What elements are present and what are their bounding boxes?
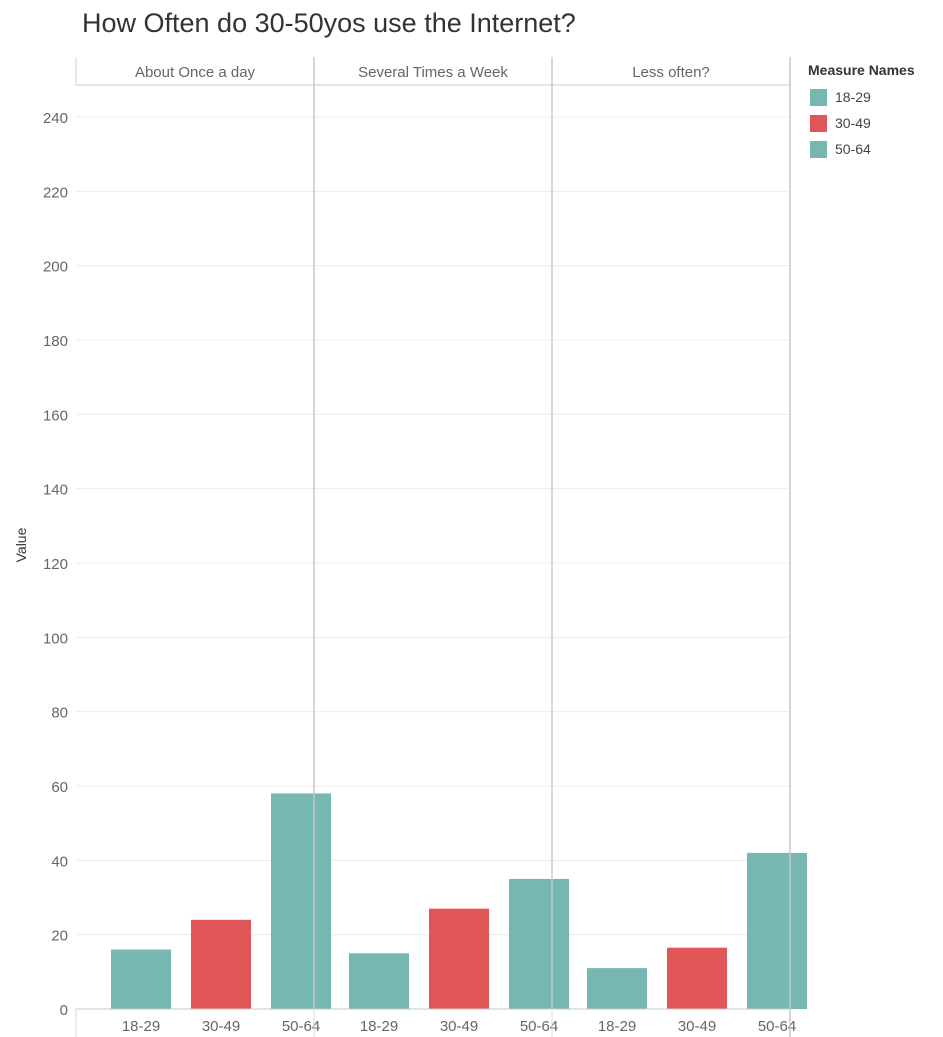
y-tick-label: 220 xyxy=(43,184,68,201)
x-tick-label: 18-29 xyxy=(360,1018,398,1035)
x-tick-label: 30-49 xyxy=(440,1018,478,1035)
y-tick-label: 200 xyxy=(43,259,68,276)
bar-50-64 xyxy=(271,793,331,1009)
legend-swatch xyxy=(810,88,827,106)
legend-item-30-49[interactable]: 30-49 xyxy=(808,110,943,136)
y-tick-label: 100 xyxy=(43,630,68,647)
legend-swatch xyxy=(810,140,827,158)
x-tick-label: 50-64 xyxy=(758,1018,796,1035)
y-tick-label: 240 xyxy=(43,110,68,127)
y-tick-label: 60 xyxy=(51,779,68,796)
x-tick-label: 30-49 xyxy=(678,1018,716,1035)
y-tick-label: 140 xyxy=(43,482,68,499)
bar-50-64 xyxy=(509,878,569,1009)
panel-header: Several Times a Week xyxy=(358,64,508,81)
legend-label: 18-29 xyxy=(835,89,871,105)
legend: Measure Names 18-29 30-49 50-64 xyxy=(808,62,943,162)
panel-header: Less often? xyxy=(632,64,710,81)
x-tick-label: 50-64 xyxy=(520,1018,558,1035)
legend-label: 50-64 xyxy=(835,141,871,157)
y-tick-label: 20 xyxy=(51,928,68,945)
bar-18-29 xyxy=(349,953,409,1009)
bar-30-49 xyxy=(429,908,489,1009)
bar-50-64 xyxy=(747,852,807,1009)
x-tick-label: 30-49 xyxy=(202,1018,240,1035)
bar-18-29 xyxy=(111,949,171,1009)
legend-swatch xyxy=(810,114,827,132)
y-axis-label: Value xyxy=(13,527,29,562)
legend-item-50-64[interactable]: 50-64 xyxy=(808,136,943,162)
y-tick-label: 80 xyxy=(51,705,68,722)
bar-18-29 xyxy=(587,968,647,1009)
y-tick-label: 0 xyxy=(60,1002,68,1019)
y-tick-label: 120 xyxy=(43,556,68,573)
y-tick-label: 160 xyxy=(43,407,68,424)
x-tick-label: 50-64 xyxy=(282,1018,320,1035)
y-tick-label: 180 xyxy=(43,333,68,350)
panel-header: About Once a day xyxy=(135,64,256,81)
legend-title: Measure Names xyxy=(808,62,915,78)
bar-30-49 xyxy=(667,947,727,1009)
x-tick-label: 18-29 xyxy=(598,1018,636,1035)
chart-title: How Often do 30-50yos use the Internet? xyxy=(82,8,576,38)
y-tick-label: 40 xyxy=(51,853,68,870)
bar-30-49 xyxy=(191,919,251,1009)
legend-item-18-29[interactable]: 18-29 xyxy=(808,84,943,110)
legend-label: 30-49 xyxy=(835,115,871,131)
x-tick-label: 18-29 xyxy=(122,1018,160,1035)
